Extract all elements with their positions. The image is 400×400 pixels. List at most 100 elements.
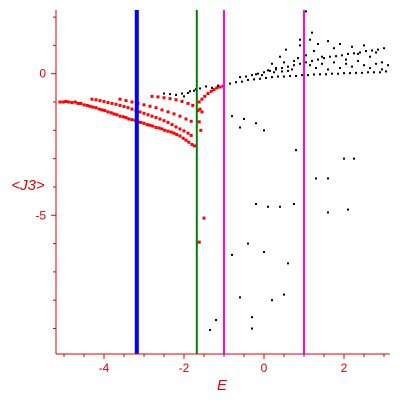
black-data-point	[357, 59, 359, 62]
black-data-point	[241, 80, 243, 83]
x-tick-label: -2	[179, 361, 190, 375]
black-data-point	[251, 74, 253, 77]
black-data-point	[345, 58, 347, 61]
black-data-point	[321, 62, 323, 65]
black-data-point	[277, 75, 279, 78]
black-data-point	[231, 253, 233, 256]
red-data-point	[162, 119, 166, 123]
red-data-point	[166, 110, 170, 114]
black-data-point	[259, 77, 261, 80]
black-data-point	[383, 47, 385, 50]
black-data-point	[283, 61, 285, 64]
black-data-point	[335, 55, 337, 58]
red-data-point	[181, 136, 185, 140]
red-data-point	[168, 97, 172, 101]
red-data-point	[157, 126, 161, 130]
black-data-point	[175, 93, 177, 96]
black-data-point	[317, 58, 319, 61]
black-data-point	[245, 75, 247, 78]
black-data-point	[367, 71, 369, 74]
black-data-point	[183, 95, 185, 98]
black-data-point	[279, 55, 281, 58]
red-data-point	[118, 114, 122, 118]
red-data-point	[209, 89, 213, 93]
red-data-point	[90, 97, 94, 101]
black-data-point	[271, 76, 273, 79]
black-data-point	[279, 205, 281, 208]
red-data-point	[58, 100, 62, 104]
black-data-point	[295, 74, 297, 77]
black-data-point	[351, 45, 353, 48]
red-data-point	[70, 101, 74, 105]
red-data-point	[124, 116, 128, 120]
red-data-point	[212, 88, 216, 92]
black-data-point	[299, 62, 301, 65]
red-data-point	[145, 123, 149, 127]
red-data-point	[142, 121, 146, 125]
black-data-point	[315, 67, 317, 70]
black-data-point	[261, 74, 263, 77]
red-data-point	[202, 216, 206, 220]
black-data-point	[313, 73, 315, 76]
red-data-point	[106, 101, 110, 105]
black-data-point	[315, 177, 317, 180]
vertical-lines-layer	[134, 10, 305, 354]
red-data-point	[148, 123, 152, 127]
black-data-point	[343, 72, 345, 75]
black-data-point	[327, 177, 329, 180]
red-data-point	[130, 100, 134, 104]
red-data-point	[67, 100, 71, 104]
red-data-point	[190, 142, 194, 146]
black-data-point	[299, 38, 301, 41]
black-data-point	[327, 211, 329, 214]
red-data-point	[158, 117, 162, 121]
black-data-point	[239, 296, 241, 299]
black-data-point	[263, 251, 265, 254]
red-data-point	[187, 140, 191, 144]
red-data-point	[106, 110, 110, 114]
black-data-point	[305, 54, 307, 57]
black-data-point	[253, 78, 255, 81]
black-data-point	[181, 92, 183, 95]
red-data-point	[94, 106, 98, 110]
red-data-point	[166, 129, 170, 133]
red-data-point	[64, 99, 68, 103]
red-data-point	[218, 85, 222, 89]
black-data-point	[353, 157, 355, 160]
black-data-point	[387, 64, 389, 67]
black-data-point	[323, 57, 325, 60]
red-data-point	[186, 131, 190, 135]
red-data-point	[112, 112, 116, 116]
black-data-point	[287, 69, 289, 72]
red-data-point	[180, 99, 184, 103]
red-data-point	[151, 124, 155, 128]
black-data-point	[293, 64, 295, 67]
black-data-point	[193, 89, 195, 92]
black-data-point	[377, 48, 379, 51]
red-data-point	[178, 114, 182, 118]
red-data-point	[127, 117, 131, 121]
x-tick-label: 0	[261, 361, 268, 375]
black-data-point	[381, 68, 383, 71]
black-data-point	[299, 44, 301, 47]
black-data-point	[287, 262, 289, 265]
red-data-point	[103, 109, 107, 113]
black-data-point	[363, 64, 365, 67]
black-data-point	[327, 68, 329, 71]
red-data-point	[98, 99, 102, 103]
black-data-point	[217, 84, 219, 87]
black-data-point	[363, 44, 365, 47]
red-data-point	[118, 103, 122, 107]
red-data-point	[184, 117, 188, 121]
black-data-point	[337, 72, 339, 75]
red-data-point	[199, 128, 203, 132]
black-data-point	[267, 205, 269, 208]
red-data-point	[97, 107, 101, 111]
black-data-point	[187, 91, 189, 94]
black-data-point	[321, 55, 323, 58]
black-data-point	[275, 67, 277, 70]
black-data-point	[283, 75, 285, 78]
red-data-point	[196, 109, 200, 113]
black-data-point	[271, 299, 273, 302]
black-data-point	[381, 61, 383, 64]
